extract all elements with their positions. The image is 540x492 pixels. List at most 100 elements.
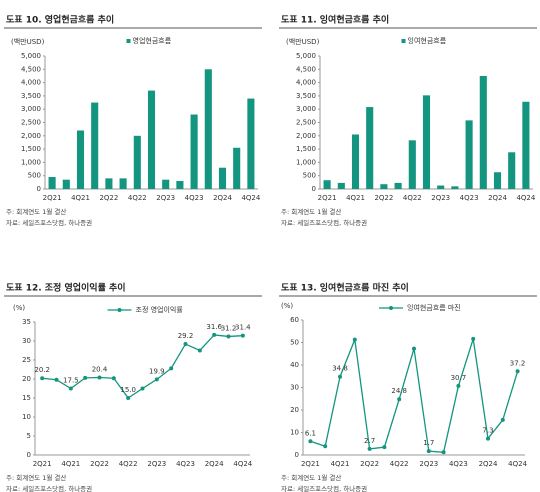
point [40,376,45,381]
point [154,377,159,382]
y-tick-label: 2,000 [296,132,316,140]
y-tick-label: 0 [27,451,31,459]
x-tick-label: 2Q22 [374,194,393,202]
value-label: 37.2 [510,359,526,367]
x-tick-label: 4Q21 [61,460,80,468]
bar [119,178,127,189]
value-label: 2.7 [364,437,375,445]
bar [366,107,374,189]
point [500,417,505,422]
x-tick-label: 2Q24 [205,460,224,468]
point [126,396,131,400]
point [226,334,231,339]
y-unit: (%) [281,302,293,310]
point [240,333,245,338]
x-tick-label: 4Q23 [460,194,479,202]
chart-title: 도표 11. 잉여현금흐름 추이 [281,14,389,26]
y-tick-label: 20 [22,375,31,383]
bar [437,185,445,189]
value-label: 31.2 [221,324,237,332]
y-tick-label: 1,000 [21,158,41,166]
y-tick-label: 4,500 [21,65,41,73]
value-label: 24.8 [391,387,407,395]
x-tick-label: 2Q24 [213,194,232,202]
point [338,374,342,379]
bar [233,147,241,189]
y-tick-label: 3,000 [21,105,41,113]
bar [204,69,212,189]
legend-label: 잉여현금흐름 [408,36,447,45]
bar [218,167,227,189]
bar [380,184,388,189]
x-tick-label: 4Q22 [403,194,422,202]
y-tick-label: 500 [28,172,41,180]
bar [48,177,56,189]
x-tick-label: 4Q21 [331,460,350,468]
y-tick-label: 10 [290,429,299,437]
bar [493,172,502,189]
y-unit: (백만USD) [286,37,320,46]
legend-label: 영업현금흐름 [133,36,172,45]
point [515,369,520,374]
y-tick-label: 0 [37,185,41,193]
bar [176,181,184,189]
value-label: 17.5 [63,377,79,385]
point [486,436,490,441]
bar [162,179,170,189]
point [212,332,217,337]
x-tick-label: 2Q21 [301,460,320,468]
note: 주: 회계연도 1월 결산 [6,207,66,216]
point [169,366,174,371]
x-tick-label: 2Q22 [99,194,118,202]
x-tick-label: 2Q23 [156,194,175,202]
value-label: 7.3 [482,427,493,435]
value-label: 6.1 [305,429,316,437]
note: 자료: 세일즈포스닷컴, 하나증권 [281,484,367,492]
bar [465,120,473,189]
x-tick-label: 4Q23 [449,460,468,468]
y-tick-label: 15 [22,394,31,402]
bar [105,178,113,189]
x-tick-label: 4Q23 [185,194,204,202]
bar [133,135,141,189]
value-label: 20.4 [92,365,108,373]
point [140,386,145,391]
bar [337,182,345,189]
legend-label: 잉여현금흐름 마진 [407,303,461,312]
x-tick-label: 4Q23 [176,460,195,468]
y-tick-label: 20 [290,406,299,414]
bar [247,98,255,189]
value-label: 20.2 [34,366,50,374]
y-tick-label: 5,000 [296,52,316,60]
legend-label: 조정 영업이익률 [136,305,184,314]
bar [408,140,416,189]
bar [451,186,459,189]
x-tick-label: 2Q22 [90,460,109,468]
value-label: 34.8 [332,365,348,373]
x-tick-label: 4Q22 [390,460,409,468]
x-tick-label: 4Q21 [71,194,90,202]
y-tick-label: 1,500 [21,145,41,153]
chart-title: 도표 10. 영업현금흐름 추이 [6,14,114,26]
note: 주: 회계연도 1월 결산 [6,473,66,482]
bar [62,179,70,189]
point [441,450,446,455]
point [308,439,313,444]
x-tick-label: 2Q21 [318,194,337,202]
point [456,383,461,388]
y-tick-label: 4,500 [296,65,316,73]
point [323,444,328,449]
x-tick-label: 4Q24 [241,194,260,202]
y-tick-label: 25 [22,356,31,364]
y-tick-label: 2,500 [296,119,316,127]
bar [394,182,402,189]
x-tick-label: 2Q21 [33,460,52,468]
legend-marker [389,306,393,310]
line [310,337,519,453]
y-tick-label: 4,000 [296,79,316,87]
y-tick-label: 0 [295,451,299,459]
point [367,446,372,451]
x-tick-label: 4Q24 [516,194,535,202]
x-tick-label: 2Q21 [43,194,62,202]
